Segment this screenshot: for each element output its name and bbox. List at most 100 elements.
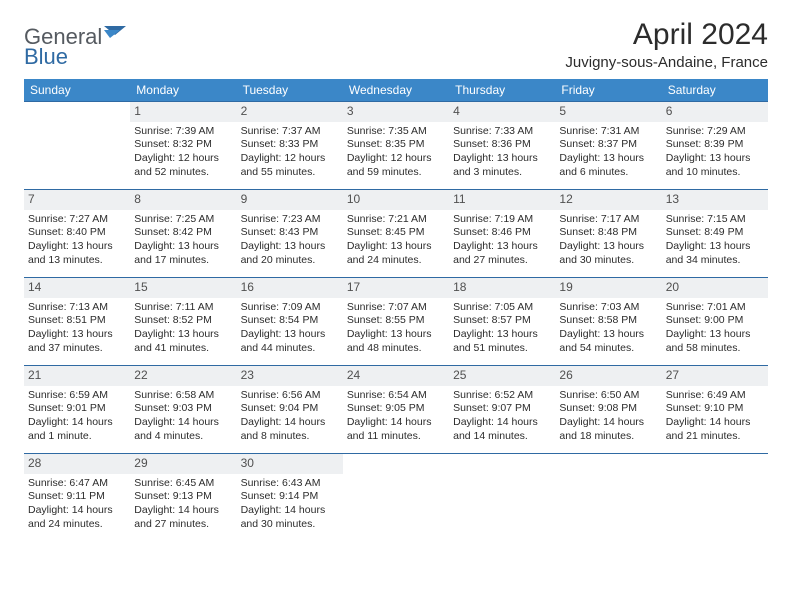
day-cell: 25Sunrise: 6:52 AMSunset: 9:07 PMDayligh… [449,366,555,454]
d2-text: and 55 minutes. [241,166,339,180]
sunset-text: Sunset: 9:13 PM [134,490,232,504]
brand-word2: Blue [24,44,68,70]
day-cell [24,102,130,190]
day-number: 3 [343,102,449,122]
week-row: 28Sunrise: 6:47 AMSunset: 9:11 PMDayligh… [24,454,768,542]
day-number: 6 [662,102,768,122]
sunrise-text: Sunrise: 6:56 AM [241,389,339,403]
day-cell: 15Sunrise: 7:11 AMSunset: 8:52 PMDayligh… [130,278,236,366]
d2-text: and 21 minutes. [666,430,764,444]
d2-text: and 48 minutes. [347,342,445,356]
d2-text: and 30 minutes. [241,518,339,532]
sunrise-text: Sunrise: 6:49 AM [666,389,764,403]
d1-text: Daylight: 14 hours [666,416,764,430]
day-cell: 2Sunrise: 7:37 AMSunset: 8:33 PMDaylight… [237,102,343,190]
d1-text: Daylight: 13 hours [666,240,764,254]
sunrise-text: Sunrise: 7:05 AM [453,301,551,315]
sunset-text: Sunset: 8:40 PM [28,226,126,240]
sunrise-text: Sunrise: 7:07 AM [347,301,445,315]
day-cell [449,454,555,542]
day-number: 20 [662,278,768,298]
day-cell: 14Sunrise: 7:13 AMSunset: 8:51 PMDayligh… [24,278,130,366]
col-sunday: Sunday [24,79,130,102]
flag-icon [104,26,126,49]
d1-text: Daylight: 14 hours [241,416,339,430]
day-cell [343,454,449,542]
sunset-text: Sunset: 8:58 PM [559,314,657,328]
d2-text: and 51 minutes. [453,342,551,356]
d2-text: and 54 minutes. [559,342,657,356]
sunset-text: Sunset: 8:57 PM [453,314,551,328]
day-cell: 30Sunrise: 6:43 AMSunset: 9:14 PMDayligh… [237,454,343,542]
day-cell: 16Sunrise: 7:09 AMSunset: 8:54 PMDayligh… [237,278,343,366]
day-number: 23 [237,366,343,386]
d1-text: Daylight: 13 hours [453,240,551,254]
sunrise-text: Sunrise: 6:52 AM [453,389,551,403]
d2-text: and 34 minutes. [666,254,764,268]
day-number: 22 [130,366,236,386]
sunset-text: Sunset: 8:32 PM [134,138,232,152]
day-cell: 5Sunrise: 7:31 AMSunset: 8:37 PMDaylight… [555,102,661,190]
sunrise-text: Sunrise: 7:19 AM [453,213,551,227]
day-cell: 4Sunrise: 7:33 AMSunset: 8:36 PMDaylight… [449,102,555,190]
d2-text: and 41 minutes. [134,342,232,356]
sunrise-text: Sunrise: 7:29 AM [666,125,764,139]
sunrise-text: Sunrise: 7:31 AM [559,125,657,139]
sunrise-text: Sunrise: 6:54 AM [347,389,445,403]
col-saturday: Saturday [662,79,768,102]
d2-text: and 24 minutes. [28,518,126,532]
sunrise-text: Sunrise: 6:58 AM [134,389,232,403]
day-number: 19 [555,278,661,298]
sunrise-text: Sunrise: 7:17 AM [559,213,657,227]
d2-text: and 30 minutes. [559,254,657,268]
month-title: April 2024 [565,18,768,52]
day-cell: 8Sunrise: 7:25 AMSunset: 8:42 PMDaylight… [130,190,236,278]
day-cell: 29Sunrise: 6:45 AMSunset: 9:13 PMDayligh… [130,454,236,542]
d1-text: Daylight: 14 hours [28,504,126,518]
day-cell: 13Sunrise: 7:15 AMSunset: 8:49 PMDayligh… [662,190,768,278]
sunrise-text: Sunrise: 6:45 AM [134,477,232,491]
day-number: 9 [237,190,343,210]
d1-text: Daylight: 13 hours [28,328,126,342]
d1-text: Daylight: 13 hours [28,240,126,254]
sunrise-text: Sunrise: 7:01 AM [666,301,764,315]
day-number: 28 [24,454,130,474]
day-number: 14 [24,278,130,298]
day-number: 8 [130,190,236,210]
day-cell [662,454,768,542]
d2-text: and 14 minutes. [453,430,551,444]
day-cell: 18Sunrise: 7:05 AMSunset: 8:57 PMDayligh… [449,278,555,366]
sunrise-text: Sunrise: 7:03 AM [559,301,657,315]
day-number: 13 [662,190,768,210]
d1-text: Daylight: 13 hours [559,152,657,166]
sunrise-text: Sunrise: 7:21 AM [347,213,445,227]
d2-text: and 44 minutes. [241,342,339,356]
day-cell: 21Sunrise: 6:59 AMSunset: 9:01 PMDayligh… [24,366,130,454]
d1-text: Daylight: 14 hours [453,416,551,430]
sunset-text: Sunset: 8:39 PM [666,138,764,152]
week-row: 1Sunrise: 7:39 AMSunset: 8:32 PMDaylight… [24,102,768,190]
sunset-text: Sunset: 9:10 PM [666,402,764,416]
col-monday: Monday [130,79,236,102]
d1-text: Daylight: 13 hours [347,240,445,254]
sunset-text: Sunset: 8:36 PM [453,138,551,152]
sunset-text: Sunset: 9:01 PM [28,402,126,416]
sunrise-text: Sunrise: 7:37 AM [241,125,339,139]
sunrise-text: Sunrise: 7:25 AM [134,213,232,227]
day-number: 12 [555,190,661,210]
day-number: 16 [237,278,343,298]
d1-text: Daylight: 13 hours [453,152,551,166]
sunset-text: Sunset: 9:05 PM [347,402,445,416]
day-header-row: Sunday Monday Tuesday Wednesday Thursday… [24,79,768,102]
sunrise-text: Sunrise: 6:59 AM [28,389,126,403]
d1-text: Daylight: 13 hours [134,240,232,254]
day-number: 21 [24,366,130,386]
sunset-text: Sunset: 9:03 PM [134,402,232,416]
day-number: 4 [449,102,555,122]
sunrise-text: Sunrise: 7:23 AM [241,213,339,227]
day-cell [555,454,661,542]
day-number: 5 [555,102,661,122]
sunrise-text: Sunrise: 7:39 AM [134,125,232,139]
sunset-text: Sunset: 8:51 PM [28,314,126,328]
sunset-text: Sunset: 9:08 PM [559,402,657,416]
